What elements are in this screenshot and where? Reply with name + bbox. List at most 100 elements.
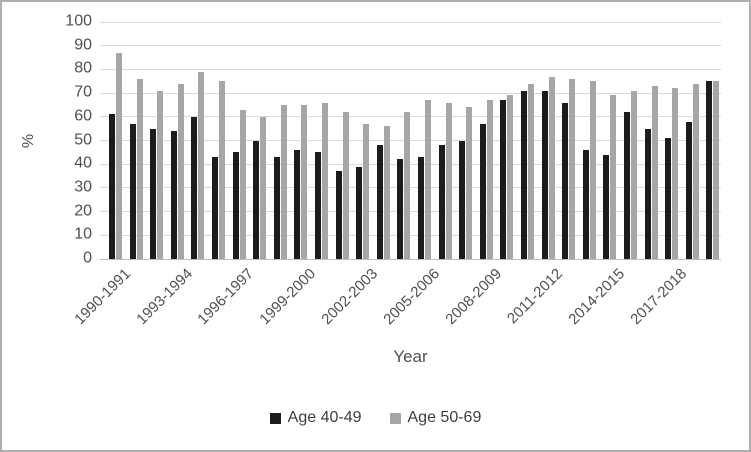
- bar-age-40-49: [479, 123, 486, 259]
- bar-age-50-69: [589, 81, 596, 259]
- bar-age-40-49: [459, 140, 466, 259]
- chart-legend: Age 40-49 Age 50-69: [0, 409, 751, 427]
- legend-item-age-40-49: Age 40-49: [269, 409, 362, 427]
- bar-age-40-49: [170, 131, 177, 259]
- bar-age-40-49: [500, 100, 507, 259]
- legend-label-age-50-69: Age 50-69: [407, 409, 482, 426]
- bar-age-40-49: [706, 81, 713, 259]
- bar-age-40-49: [397, 159, 404, 259]
- y-tick-label: 100: [65, 12, 92, 30]
- bar-age-40-49: [232, 152, 239, 259]
- bar-age-50-69: [116, 52, 122, 259]
- bar-age-50-69: [177, 83, 184, 259]
- y-tick-label: 60: [74, 107, 92, 125]
- bar-age-50-69: [219, 81, 225, 259]
- y-tick-label: 40: [74, 154, 92, 172]
- x-axis-line: [100, 258, 721, 260]
- y-tick-label: 0: [83, 249, 92, 267]
- bar-age-50-69: [198, 71, 205, 259]
- gridline: [100, 163, 721, 165]
- bar-age-40-49: [438, 145, 445, 259]
- y-tick-label: 80: [74, 60, 92, 78]
- bar-age-40-49: [109, 114, 115, 259]
- x-tick-label: 2002-2003: [318, 265, 382, 329]
- bar-age-50-69: [301, 104, 308, 259]
- bar-age-50-69: [157, 90, 164, 259]
- y-tick-label: 50: [74, 131, 92, 149]
- gridline: [100, 68, 721, 70]
- x-tick-label: 1996-1997: [194, 265, 258, 329]
- legend-swatch-age-40-49-icon: [269, 412, 281, 424]
- bar-age-40-49: [521, 90, 527, 259]
- x-tick-label: 2014-2015: [565, 265, 629, 329]
- gridline: [100, 92, 721, 94]
- y-tick-label: 90: [74, 36, 92, 54]
- bar-age-50-69: [280, 104, 287, 259]
- bar-age-40-49: [603, 154, 610, 259]
- x-tick-label: 1993-1994: [132, 265, 196, 329]
- bar-age-40-49: [665, 138, 672, 259]
- bar-age-50-69: [610, 95, 617, 259]
- bar-age-50-69: [486, 100, 493, 259]
- gridline: [100, 45, 721, 47]
- bar-age-50-69: [342, 112, 349, 259]
- x-tick-label: 1990-1991: [71, 265, 134, 329]
- bar-age-40-49: [582, 149, 589, 259]
- bar-age-50-69: [548, 76, 555, 259]
- bar-age-40-49: [212, 157, 218, 259]
- bar-age-50-69: [466, 107, 473, 259]
- y-tick-label: 30: [74, 178, 92, 196]
- x-tick-label: 1999-2000: [256, 265, 320, 329]
- bar-age-40-49: [685, 121, 692, 259]
- bar-age-50-69: [136, 78, 143, 259]
- x-tick-label: 2005-2006: [380, 265, 443, 329]
- legend-swatch-age-50-69-icon: [389, 412, 401, 424]
- bar-age-40-49: [356, 166, 363, 259]
- x-axis-title: Year: [393, 347, 428, 366]
- bar-age-40-49: [191, 116, 198, 259]
- gridline: [100, 21, 721, 23]
- bar-age-40-49: [644, 128, 651, 259]
- gridline: [100, 116, 721, 118]
- bar-age-50-69: [239, 109, 246, 259]
- bar-age-50-69: [713, 81, 720, 259]
- legend-label-age-40-49: Age 40-49: [287, 409, 362, 426]
- legend-item-age-50-69: Age 50-69: [389, 409, 482, 427]
- bar-age-40-49: [294, 149, 301, 259]
- bar-age-50-69: [383, 126, 390, 259]
- bar-age-50-69: [507, 95, 514, 259]
- bar-age-50-69: [528, 83, 534, 259]
- bar-age-50-69: [692, 83, 699, 259]
- bar-age-40-49: [335, 171, 342, 259]
- bar-age-50-69: [631, 90, 637, 259]
- gridline: [100, 234, 721, 236]
- y-tick-label: 70: [74, 83, 92, 101]
- bar-age-50-69: [651, 85, 658, 259]
- gridline: [100, 211, 721, 213]
- y-tick-label: 20: [74, 202, 92, 220]
- bar-age-50-69: [260, 116, 267, 259]
- bar-age-40-49: [624, 112, 630, 259]
- y-axis-title: %: [20, 133, 38, 149]
- bar-age-40-49: [315, 152, 321, 259]
- bar-age-50-69: [672, 88, 679, 259]
- x-tick-label: 2011-2012: [504, 265, 567, 328]
- bar-age-50-69: [425, 100, 431, 259]
- y-tick-label: 10: [74, 225, 92, 243]
- bar-age-50-69: [445, 102, 452, 259]
- gridline: [100, 187, 721, 189]
- bar-age-40-49: [418, 157, 424, 259]
- x-tick-label: 2008-2009: [441, 265, 505, 329]
- bar-age-40-49: [273, 157, 280, 259]
- gridline: [100, 140, 721, 141]
- bar-age-50-69: [322, 102, 328, 259]
- bar-age-40-49: [129, 123, 136, 259]
- bar-age-50-69: [404, 112, 411, 259]
- bar-age-40-49: [150, 128, 157, 259]
- bar-age-40-49: [376, 145, 383, 259]
- bar-age-40-49: [253, 140, 260, 259]
- bar-age-50-69: [569, 78, 576, 259]
- bar-age-40-49: [541, 90, 548, 259]
- x-tick-label: 2017-2018: [627, 265, 691, 329]
